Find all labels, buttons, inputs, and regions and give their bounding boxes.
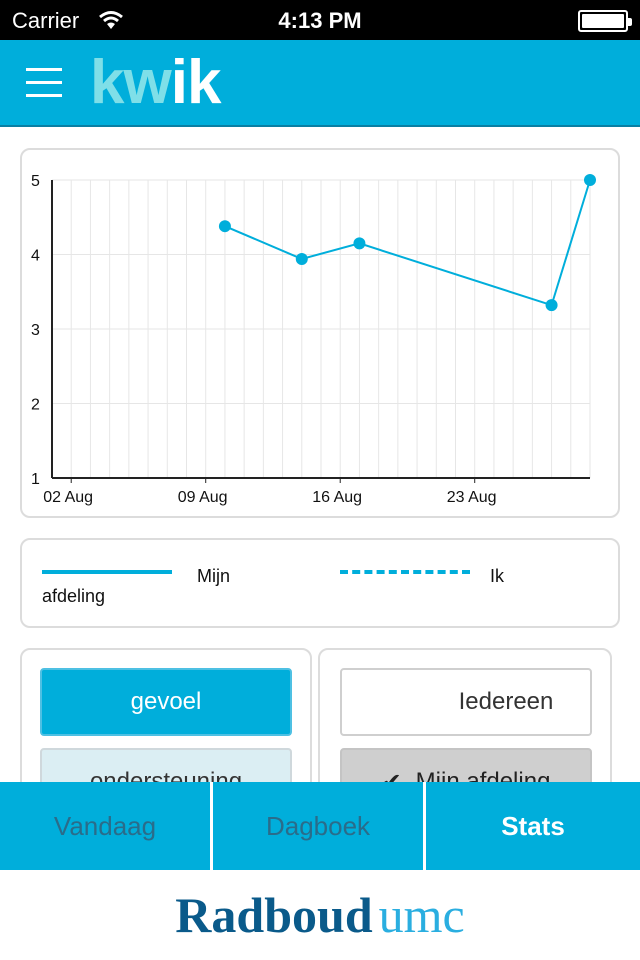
- hamburger-menu-icon[interactable]: [26, 68, 62, 98]
- iedereen-button[interactable]: Iedereen: [340, 668, 592, 736]
- radboudumc-logo: Radboud umc: [175, 886, 464, 944]
- clock: 4:13 PM: [278, 8, 362, 33]
- gevoel-button[interactable]: gevoel: [40, 668, 292, 736]
- line-chart: 1 2 3 4 5 02 Aug 09 Aug 16 Aug 23 Aug: [31, 173, 596, 506]
- y-tick-label: 5: [31, 173, 40, 190]
- gevoel-label: gevoel: [130, 688, 202, 715]
- tab-stats-label: Stats: [501, 810, 565, 841]
- tab-bar: Vandaag Dagboek Stats: [0, 782, 640, 870]
- logo-part2: ik: [170, 48, 222, 117]
- tab-vandaag[interactable]: Vandaag: [0, 782, 210, 870]
- status-bar: Carrier 4:13 PM: [0, 0, 640, 40]
- brand-part2: umc: [378, 887, 465, 943]
- battery-icon: [578, 10, 632, 32]
- tab-vandaag-label: Vandaag: [53, 810, 157, 841]
- legend-label-afdeling: afdeling: [42, 586, 106, 606]
- carrier-label: Carrier: [12, 8, 80, 33]
- tab-divider: [423, 782, 426, 870]
- iedereen-label: Iedereen: [458, 688, 554, 715]
- brand-part1: Radboud: [175, 887, 373, 943]
- legend-solid-line: [42, 570, 172, 574]
- legend-label-ik: Ik: [490, 566, 505, 586]
- x-tick-label: 16 Aug: [312, 489, 362, 506]
- y-tick-label: 4: [31, 248, 40, 265]
- data-point: [218, 220, 231, 233]
- legend-label-mijn: Mijn: [197, 566, 231, 586]
- x-tick-label: 23 Aug: [447, 489, 497, 506]
- x-tick-label: 02 Aug: [43, 489, 93, 506]
- tab-dagboek-label: Dagboek: [265, 810, 371, 841]
- logo-part1: kw: [90, 48, 172, 117]
- app-header: kwik: [0, 40, 640, 127]
- x-tick-label: 09 Aug: [178, 489, 228, 506]
- legend-dashed-line: [340, 570, 470, 574]
- data-point: [545, 299, 558, 312]
- app-logo: kwik: [90, 48, 222, 117]
- y-tick-label: 3: [31, 322, 40, 339]
- y-tick-label: 2: [31, 397, 40, 414]
- legend-card: Mijn afdeling Ik: [20, 538, 620, 628]
- data-point: [295, 252, 308, 265]
- tab-dagboek[interactable]: Dagboek: [213, 782, 423, 870]
- footer: Radboud umc: [0, 870, 640, 960]
- wifi-icon: [99, 11, 123, 29]
- data-point: [353, 237, 366, 250]
- tab-divider: [210, 782, 213, 870]
- y-tick-label: 1: [31, 471, 40, 488]
- data-point: [584, 174, 596, 186]
- tab-stats[interactable]: Stats: [426, 782, 640, 870]
- series-line-mijn-afdeling: [224, 179, 591, 307]
- chart-card: 1 2 3 4 5 02 Aug 09 Aug 16 Aug 23 Aug: [20, 148, 620, 518]
